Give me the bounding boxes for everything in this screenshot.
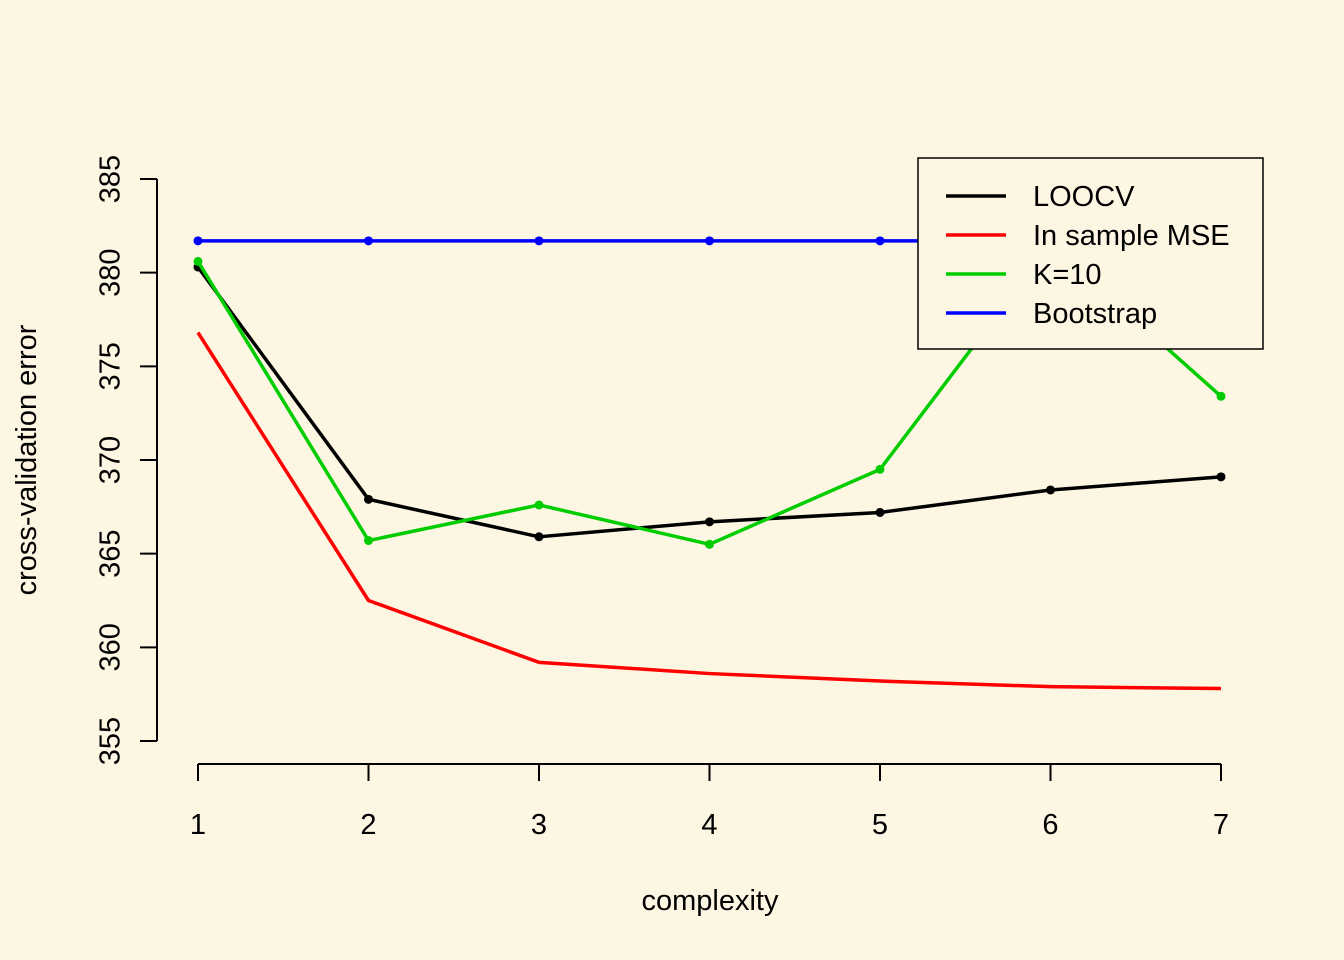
data-point — [364, 536, 373, 546]
legend-label: LOOCV — [1033, 181, 1135, 213]
series-loocv — [193, 262, 1226, 542]
data-point — [875, 507, 885, 517]
data-point — [1216, 472, 1226, 482]
data-point — [875, 236, 885, 246]
legend-label: In sample MSE — [1033, 220, 1230, 252]
y-tick-label: 370 — [95, 436, 127, 484]
y-tick-label: 385 — [95, 155, 127, 203]
x-tick-label: 6 — [1042, 809, 1058, 841]
data-point — [193, 256, 203, 266]
y-tick-label: 360 — [95, 623, 127, 671]
data-point — [534, 236, 544, 246]
data-point — [705, 539, 714, 549]
x-tick-label: 5 — [872, 809, 888, 841]
legend-label: Bootstrap — [1033, 298, 1157, 330]
x-tick-label: 7 — [1213, 809, 1229, 841]
data-point — [364, 494, 373, 504]
y-tick-label: 365 — [95, 529, 127, 577]
y-tick-label: 355 — [95, 717, 127, 765]
legend-item: LOOCV — [946, 181, 1135, 213]
y-tick-label: 375 — [95, 342, 127, 390]
data-point — [364, 236, 373, 246]
legend-item: K=10 — [946, 259, 1102, 291]
legend-label: K=10 — [1033, 259, 1102, 291]
data-point — [705, 517, 714, 527]
data-point — [534, 500, 544, 510]
y-tick-label: 380 — [95, 248, 127, 296]
axes: 355 360 365 370 375 380 385 1 2 3 4 5 6 7 — [95, 155, 1229, 841]
data-point — [875, 464, 885, 474]
data-point — [1216, 391, 1226, 401]
legend-box — [917, 157, 1264, 350]
data-point — [193, 236, 203, 246]
data-point — [1046, 485, 1055, 495]
legend-item: In sample MSE — [946, 220, 1230, 252]
x-tick-label: 2 — [360, 809, 376, 841]
x-tick-label: 3 — [531, 809, 547, 841]
x-axis-label: complexity — [642, 885, 779, 917]
legend: LOOCV In sample MSE K=10 Bootstrap — [917, 157, 1264, 350]
data-point — [534, 532, 544, 542]
y-axis-label: cross-validation error — [11, 324, 43, 595]
x-tick-label: 4 — [701, 809, 717, 841]
x-tick-label: 1 — [190, 809, 206, 841]
series-line — [196, 331, 1222, 691]
data-point — [705, 236, 714, 246]
series-in-sample-mse — [196, 331, 1222, 691]
legend-item: Bootstrap — [946, 298, 1157, 330]
